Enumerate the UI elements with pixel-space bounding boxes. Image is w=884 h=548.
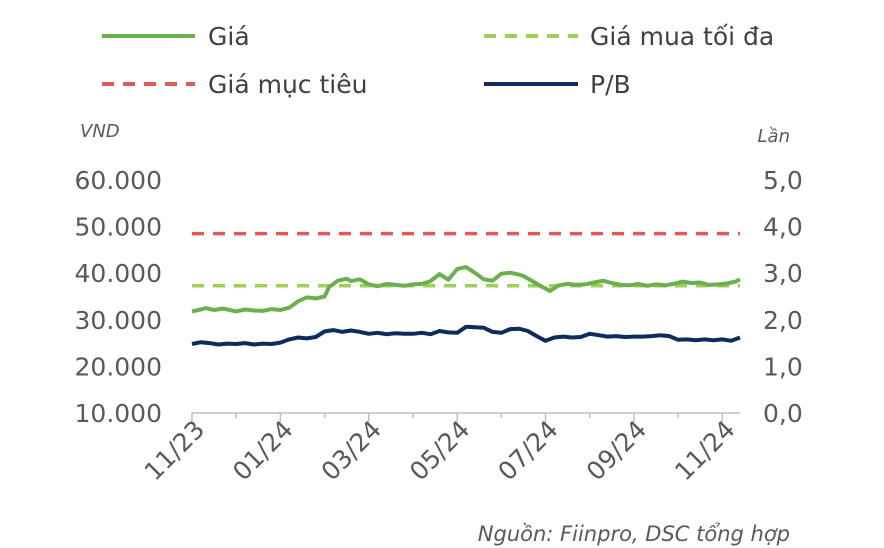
series-layer [191,231,741,347]
left-tick-label: 60.000 [75,166,162,195]
x-tick-label: 05/24 [404,415,475,486]
x-tick-label: 03/24 [316,415,387,486]
series-pb-line [191,324,741,347]
source-note: Nguồn: Fiinpro, DSC tổng hợp [478,522,790,546]
legend-label-gia: Giá [208,22,250,51]
right-axis-ticks: 5,0 4,0 3,0 2,0 1,0 0,0 [763,166,803,428]
right-tick-label: 5,0 [763,166,803,195]
x-tick-label: 07/24 [492,415,563,486]
right-axis-unit: Lần [758,126,790,147]
left-tick-label: 40.000 [75,259,162,288]
left-tick-label: 50.000 [75,213,162,242]
legend-label-gia-mua-toi-da: Giá mua tối đa [590,22,774,51]
left-axis-unit: VND [80,121,120,142]
legend-item-gia-mua-toi-da: Giá mua tối đa [484,22,774,51]
right-tick-label: 0,0 [763,399,803,428]
right-tick-label: 1,0 [763,352,803,381]
legend-label-pb: P/B [590,70,631,99]
x-tick-label: 01/24 [227,415,298,486]
legend: Giá Giá mua tối đa Giá mục tiêu P/B [102,22,774,99]
x-tick-label: 09/24 [581,415,652,486]
legend-item-gia: Giá [102,22,250,51]
series-gia-line [191,265,741,314]
legend-item-pb: P/B [484,70,631,99]
x-tick-label: 11/24 [669,415,740,486]
left-axis-ticks: 60.000 50.000 40.000 30.000 20.000 10.000 [75,166,162,428]
right-tick-label: 4,0 [763,213,803,242]
right-tick-label: 3,0 [763,259,803,288]
left-tick-label: 30.000 [75,306,162,335]
left-tick-label: 20.000 [75,352,162,381]
left-tick-label: 10.000 [75,399,162,428]
legend-item-gia-muc-tieu: Giá mục tiêu [102,70,367,99]
x-axis-ticks: 11/23 01/24 03/24 05/24 07/24 09/24 11/24 [139,413,741,486]
right-tick-label: 2,0 [763,306,803,335]
legend-label-gia-muc-tieu: Giá mục tiêu [208,70,367,99]
